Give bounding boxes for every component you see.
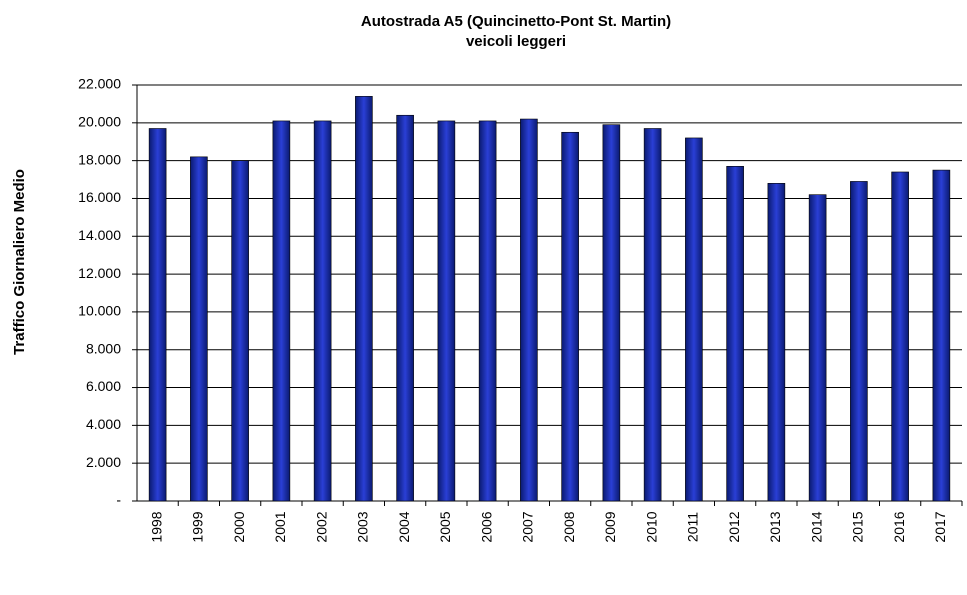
y-tick-label: - bbox=[116, 492, 121, 508]
bar bbox=[520, 118, 538, 502]
bar bbox=[602, 124, 621, 502]
x-tick-label: 2010 bbox=[643, 511, 659, 542]
bar bbox=[355, 96, 373, 502]
bar bbox=[561, 131, 579, 502]
y-axis-label: Traffico Giornaliero Medio bbox=[11, 169, 28, 355]
bar bbox=[891, 171, 909, 502]
bar bbox=[685, 137, 703, 502]
x-tick-label: 2004 bbox=[396, 511, 412, 542]
bar bbox=[231, 160, 249, 502]
chart-subtitle: veicoli leggeri bbox=[466, 33, 566, 50]
x-tick-label: 2017 bbox=[932, 511, 948, 542]
x-tick-label: 2016 bbox=[891, 511, 907, 542]
y-tick-label: 14.000 bbox=[78, 227, 121, 243]
bar bbox=[767, 183, 786, 502]
bar bbox=[850, 181, 868, 502]
y-tick-label: 2.000 bbox=[86, 454, 121, 470]
y-tick-label: 18.000 bbox=[78, 151, 121, 167]
chart-title: Autostrada A5 (Quincinetto-Pont St. Mart… bbox=[361, 13, 671, 30]
bar bbox=[643, 128, 662, 502]
y-tick-label: 12.000 bbox=[78, 265, 121, 281]
x-tick-label: 2009 bbox=[602, 511, 618, 542]
bar bbox=[932, 169, 951, 502]
y-tick-label: 20.000 bbox=[78, 114, 121, 130]
x-tick-label: 2011 bbox=[685, 512, 701, 542]
bar bbox=[478, 120, 497, 502]
x-tick-label: 2008 bbox=[561, 511, 577, 542]
x-tick-label: 2000 bbox=[231, 511, 247, 542]
x-tick-label: 2001 bbox=[272, 511, 288, 542]
y-tick-label: 10.000 bbox=[78, 303, 121, 319]
x-tick-label: 1998 bbox=[148, 511, 164, 542]
x-tick-label: 2012 bbox=[726, 511, 742, 542]
y-tick-label: 16.000 bbox=[78, 189, 121, 205]
bar bbox=[808, 194, 827, 502]
bar bbox=[148, 128, 167, 502]
y-tick-label: 6.000 bbox=[86, 378, 121, 394]
bar bbox=[726, 166, 744, 502]
x-tick-label: 2015 bbox=[850, 511, 866, 542]
x-tick-label: 2007 bbox=[520, 511, 536, 542]
bar bbox=[437, 120, 456, 502]
bar bbox=[190, 156, 208, 502]
bar bbox=[272, 120, 291, 502]
x-tick-label: 2014 bbox=[808, 511, 824, 542]
y-tick-label: 22.000 bbox=[78, 76, 121, 92]
y-tick-label: 8.000 bbox=[86, 340, 121, 356]
bar bbox=[313, 120, 332, 502]
x-tick-label: 2005 bbox=[437, 511, 453, 542]
bar bbox=[396, 114, 414, 502]
x-tick-label: 1999 bbox=[190, 511, 206, 542]
x-tick-label: 2003 bbox=[355, 511, 371, 542]
x-tick-label: 2002 bbox=[313, 511, 329, 542]
y-tick-label: 4.000 bbox=[86, 416, 121, 432]
x-tick-label: 2013 bbox=[767, 511, 783, 542]
x-tick-label: 2006 bbox=[478, 511, 494, 542]
